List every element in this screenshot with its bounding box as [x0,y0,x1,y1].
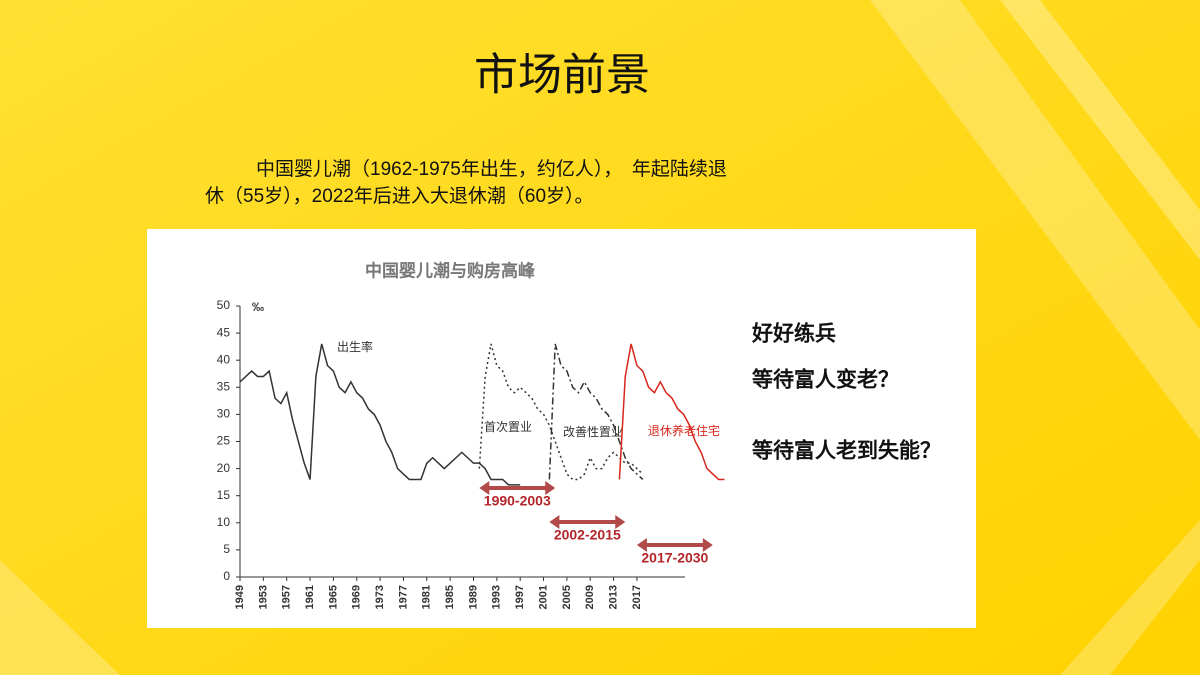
x-tick-label: 2009 [584,585,596,609]
stripe [0,560,120,675]
x-tick-label: 1993 [491,585,503,609]
span-label: 2017-2030 [641,550,708,566]
x-tick-label: 1981 [421,585,433,609]
paragraph-line: 休（55岁），2022年后进入大退休潮（60岁）。 [205,185,594,207]
x-tick-label: 1973 [374,585,386,609]
series-line [618,343,725,481]
y-tick-label: 0 [223,569,230,583]
series-label: 首次置业 [484,420,532,434]
y-tick-label: 45 [217,325,231,339]
x-tick-label: 1969 [351,585,363,609]
y-tick-label: 15 [217,488,231,502]
x-tick-label: 1957 [281,585,293,609]
arrow-head [636,538,647,552]
x-tick-label: 2001 [537,585,549,609]
span-label: 2002-2015 [554,527,621,543]
series-label: 出生率 [337,339,373,354]
stripe [1000,0,1200,260]
chart-title: 中国婴儿潮与购房高峰 [365,260,536,280]
series-line [548,343,644,480]
x-tick-label: 1961 [304,585,316,609]
stripe [870,0,1200,440]
x-tick-label: 2005 [561,585,573,609]
arrow-head [479,481,490,495]
x-tick-label: 1989 [467,585,479,609]
arrow-head [549,515,560,529]
paragraph-line: 中国婴儿潮（1962-1975年出生，约亿人）， 年起陆续退 [256,158,727,180]
series-label: 退休养老住宅 [648,423,720,438]
y-tick-label: 20 [217,461,231,475]
x-tick-label: 1977 [397,585,409,609]
series-line [239,343,521,486]
x-tick-label: 1953 [257,585,269,609]
x-tick-label: 2017 [631,585,643,609]
stripe [1060,520,1200,675]
x-tick-label: 2013 [607,585,619,609]
y-tick-label: 40 [217,352,231,366]
y-tick-label: 30 [217,407,231,421]
slide-title: 市场前景 [474,51,650,100]
arrow-head [702,538,713,552]
y-tick-label: 5 [223,542,230,556]
y-tick-label: 50 [217,298,231,312]
note: 好好练兵 [751,322,836,346]
y-tick-label: 10 [217,515,231,529]
series-label: 改善性置业 [563,424,623,439]
x-tick-label: 1965 [327,585,339,609]
x-tick-label: 1949 [234,585,246,609]
x-tick-label: 1997 [514,585,526,609]
y-tick-label: 25 [217,434,231,448]
y-unit: ‰ [252,300,264,314]
note: 等待富人变老？ [752,368,899,392]
x-tick-label: 1985 [444,585,456,609]
note: 等待富人老到失能？ [752,439,941,463]
arrow-head [545,481,556,495]
span-label: 1990-2003 [484,493,551,509]
chart-panel [147,229,976,628]
y-tick-label: 35 [217,379,231,393]
arrow-head [615,515,626,529]
